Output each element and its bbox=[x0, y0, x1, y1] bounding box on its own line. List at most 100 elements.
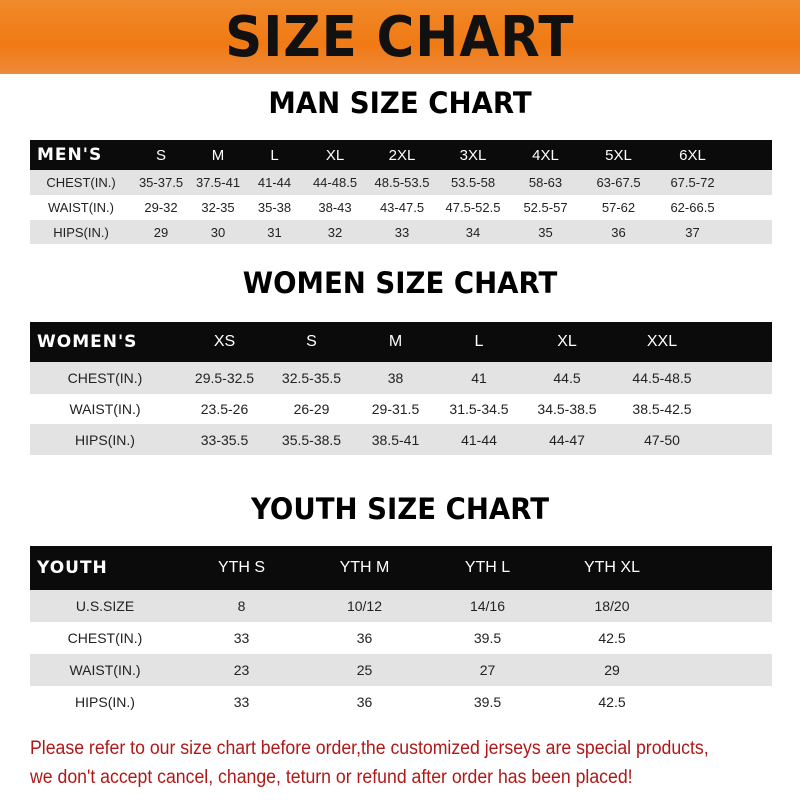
size-header: S bbox=[306, 333, 317, 350]
table-row: HIPS(IN.) 29 30 31 32 33 34 35 36 37 bbox=[30, 220, 772, 244]
table-cell: 29 bbox=[153, 224, 169, 240]
row-label: CHEST(IN.) bbox=[67, 630, 143, 646]
row-label: CHEST(IN.) bbox=[46, 175, 116, 190]
table-row: WAIST(IN.) 23 25 27 29 bbox=[30, 654, 772, 686]
table-cell: 31 bbox=[267, 224, 282, 240]
table-cell: 36 bbox=[356, 694, 373, 710]
table-row: HIPS(IN.) 33 36 39.5 42.5 bbox=[30, 686, 772, 718]
size-header: M bbox=[388, 333, 403, 350]
table-cell: 27 bbox=[479, 662, 496, 678]
table-row: CHEST(IN.) 35-37.5 37.5-41 41-44 44-48.5 48.5… bbox=[30, 170, 772, 195]
notice-line: we don't accept cancel, change, teturn o… bbox=[30, 767, 633, 788]
table-cell: 32.5-35.5 bbox=[281, 370, 342, 386]
table-row: WAIST(IN.) 23.5-26 26-29 29-31.5 31.5-34.5 34… bbox=[30, 394, 772, 424]
table-cell: 31.5-34.5 bbox=[449, 401, 509, 417]
order-notice: Please refer to our size chart before or… bbox=[30, 734, 737, 792]
youth-size-table: YOUTH YTH S YTH M YTH L YTH XL U.S.SIZE 8 10/12… bbox=[30, 546, 772, 718]
size-header: M bbox=[211, 146, 225, 164]
table-cell: 37.5-41 bbox=[195, 175, 241, 190]
row-label: CHEST(IN.) bbox=[67, 370, 143, 386]
table-cell: 43-47.5 bbox=[379, 200, 425, 215]
table-cell: 35 bbox=[538, 224, 553, 240]
men-section-title: MAN SIZE CHART bbox=[268, 86, 532, 120]
table-row: HIPS(IN.) 33-35.5 35.5-38.5 38.5-41 41-44 44-… bbox=[30, 424, 772, 455]
table-cell: 29 bbox=[604, 662, 620, 678]
table-cell: 44-48.5 bbox=[312, 175, 358, 190]
table-cell: 23 bbox=[233, 662, 250, 678]
row-label: HIPS(IN.) bbox=[53, 224, 109, 240]
table-cell: 47-50 bbox=[644, 431, 680, 448]
table-cell: 29.5-32.5 bbox=[194, 370, 255, 386]
size-header: S bbox=[155, 146, 166, 164]
table-cell: 34 bbox=[465, 224, 481, 240]
size-header: 3XL bbox=[459, 146, 487, 164]
table-cell: 18/20 bbox=[594, 598, 630, 614]
size-header: L bbox=[270, 146, 279, 164]
table-cell: 44-47 bbox=[549, 431, 585, 448]
table-title-cell: YOUTH bbox=[37, 558, 108, 578]
table-cell: 39.5 bbox=[473, 694, 502, 710]
row-label: WAIST(IN.) bbox=[69, 401, 141, 417]
row-label: HIPS(IN.) bbox=[75, 694, 135, 710]
size-header: YTH L bbox=[464, 559, 511, 576]
table-header-row: WOMEN'S XS S M L XL XXL bbox=[30, 322, 772, 362]
table-cell: 8 bbox=[237, 598, 246, 614]
table-row: CHEST(IN.) 29.5-32.5 32.5-35.5 38 41 44.5 44.5… bbox=[30, 362, 772, 394]
table-cell: 35-38 bbox=[257, 200, 292, 215]
table-cell: 41-44 bbox=[461, 431, 497, 448]
table-cell: 38 bbox=[387, 370, 404, 386]
table-cell: 14/16 bbox=[469, 598, 506, 614]
size-header: 5XL bbox=[605, 146, 632, 164]
table-cell: 33 bbox=[233, 694, 250, 710]
table-cell: 42.5 bbox=[598, 694, 626, 710]
table-cell: 33-35.5 bbox=[200, 431, 249, 448]
table-cell: 58-63 bbox=[528, 175, 563, 190]
table-row: WAIST(IN.) 29-32 32-35 35-38 38-43 43-47.5 47.… bbox=[30, 195, 772, 220]
table-header-row: MEN'S S M L XL 2XL 3XL 4XL 5XL 6XL bbox=[30, 140, 772, 170]
size-header: YTH M bbox=[339, 559, 390, 576]
table-cell: 37 bbox=[685, 224, 700, 240]
table-cell: 39.5 bbox=[473, 630, 502, 646]
table-cell: 44.5 bbox=[553, 370, 581, 386]
size-header: L bbox=[474, 333, 484, 350]
table-cell: 36 bbox=[611, 224, 626, 240]
table-row: U.S.SIZE 8 10/12 14/16 18/20 bbox=[30, 590, 772, 622]
table-cell: 48.5-53.5 bbox=[374, 175, 430, 190]
table-cell: 38.5-41 bbox=[371, 431, 420, 448]
size-header: XL bbox=[325, 146, 345, 164]
table-cell: 47.5-52.5 bbox=[445, 200, 501, 215]
banner-title: SIZE CHART bbox=[225, 4, 575, 70]
table-cell: 26-29 bbox=[293, 401, 330, 417]
row-label: WAIST(IN.) bbox=[69, 662, 141, 678]
table-cell: 35-37.5 bbox=[138, 175, 184, 190]
table-cell: 25 bbox=[356, 662, 373, 678]
table-cell: 62-66.5 bbox=[670, 200, 715, 215]
table-cell: 67.5-72 bbox=[670, 175, 715, 190]
table-row: CHEST(IN.) 33 36 39.5 42.5 bbox=[30, 622, 772, 654]
size-header: XS bbox=[213, 333, 236, 350]
table-cell: 42.5 bbox=[598, 630, 626, 646]
table-cell: 38.5-42.5 bbox=[632, 401, 692, 417]
banner: SIZE CHART bbox=[0, 0, 800, 74]
table-cell: 33 bbox=[233, 630, 250, 646]
size-header: XXL bbox=[646, 333, 678, 350]
table-cell: 44.5-48.5 bbox=[632, 370, 692, 386]
women-size-table: WOMEN'S XS S M L XL XXL CHEST(IN.) 29.5-32.5 32.5… bbox=[30, 322, 772, 455]
table-cell: 33 bbox=[394, 224, 410, 240]
table-cell: 32 bbox=[327, 224, 343, 240]
table-cell: 36 bbox=[356, 630, 373, 646]
table-cell: 38-43 bbox=[318, 200, 352, 215]
table-cell: 63-67.5 bbox=[596, 175, 641, 190]
table-cell: 10/12 bbox=[346, 598, 383, 614]
table-header-row: YOUTH YTH S YTH M YTH L YTH XL bbox=[30, 546, 772, 590]
table-cell: 23.5-26 bbox=[200, 401, 249, 417]
table-cell: 29-32 bbox=[144, 200, 178, 215]
size-header: 4XL bbox=[532, 146, 559, 164]
notice-line: Please refer to our size chart before or… bbox=[30, 738, 709, 759]
table-cell: 52.5-57 bbox=[523, 200, 568, 215]
men-size-table: MEN'S S M L XL 2XL 3XL 4XL 5XL 6XL CHEST(IN.) 35-37… bbox=[30, 140, 772, 244]
row-label: HIPS(IN.) bbox=[75, 431, 135, 448]
size-header: YTH S bbox=[217, 559, 266, 576]
table-title-cell: WOMEN'S bbox=[37, 332, 138, 352]
table-cell: 34.5-38.5 bbox=[537, 401, 597, 417]
